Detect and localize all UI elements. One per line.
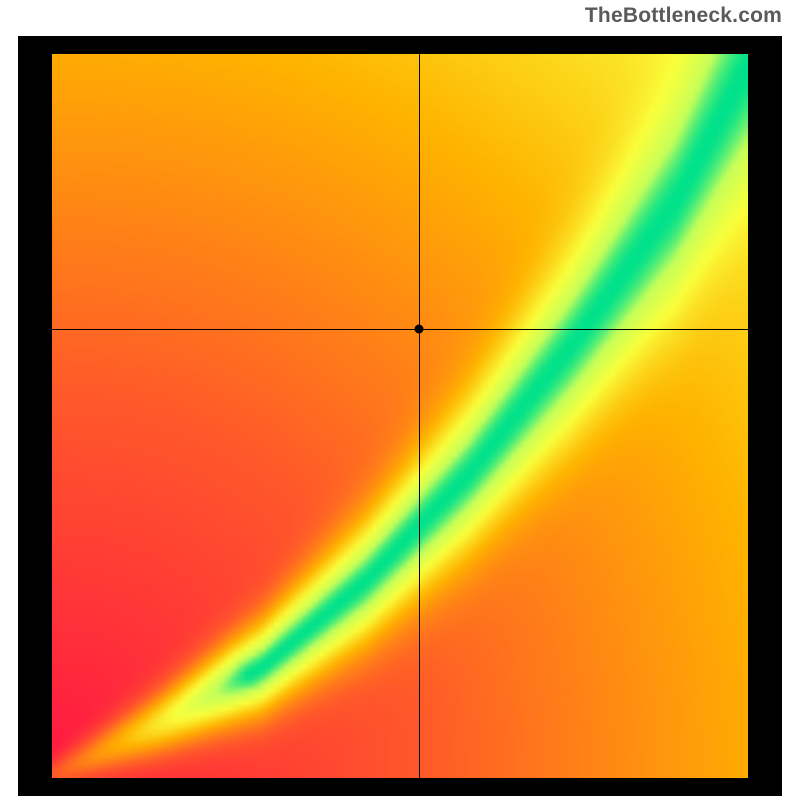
plot-area — [52, 54, 748, 778]
crosshair-vertical — [419, 54, 420, 778]
chart-frame — [18, 36, 782, 796]
attribution-text: TheBottleneck.com — [585, 4, 782, 28]
crosshair-marker-dot — [415, 325, 424, 334]
crosshair-horizontal — [52, 329, 748, 330]
heatmap-canvas — [52, 54, 748, 778]
